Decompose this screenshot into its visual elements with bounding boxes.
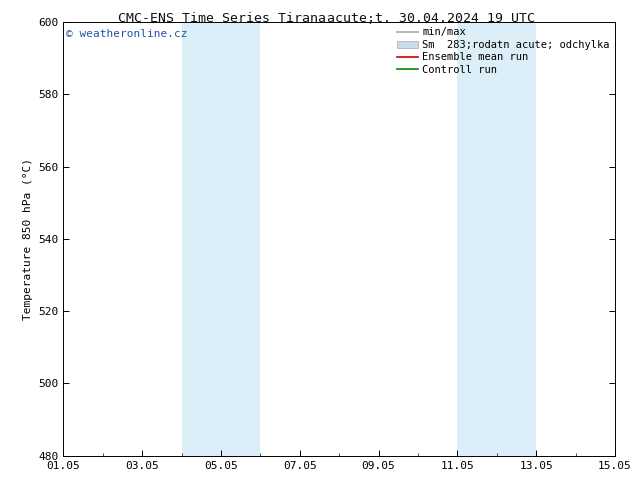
Text: © weatheronline.cz: © weatheronline.cz — [66, 28, 188, 39]
Bar — [457, 22, 536, 456]
Y-axis label: Temperature 850 hPa (°C): Temperature 850 hPa (°C) — [23, 158, 33, 320]
Bar — [181, 22, 261, 456]
Legend: min/max, Sm  283;rodatn acute; odchylka, Ensemble mean run, Controll run: min/max, Sm 283;rodatn acute; odchylka, … — [395, 25, 612, 77]
Text: CMC-ENS Time Series Tirana: CMC-ENS Time Series Tirana — [118, 12, 326, 25]
Text: acute;t. 30.04.2024 19 UTC: acute;t. 30.04.2024 19 UTC — [327, 12, 535, 25]
